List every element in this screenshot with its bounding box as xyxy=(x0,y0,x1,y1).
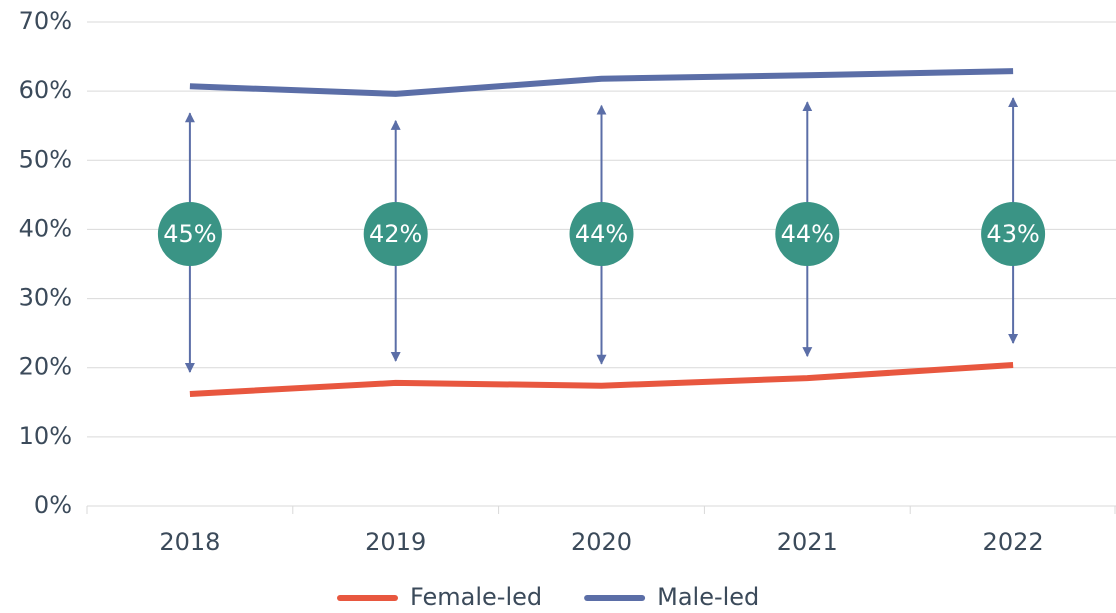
x-tick-label: 2018 xyxy=(159,528,220,556)
gap-label: 42% xyxy=(369,220,422,248)
gap-bubble xyxy=(775,202,840,266)
y-tick-label: 40% xyxy=(19,214,72,242)
gap-bubble xyxy=(157,202,222,266)
x-tick-label: 2019 xyxy=(365,528,426,556)
y-tick-label: 70% xyxy=(19,7,72,35)
gap-bubble xyxy=(569,202,634,266)
line xyxy=(189,68,1014,97)
legend-label: Female-led xyxy=(410,583,542,611)
x-tick-label: 2022 xyxy=(983,528,1044,556)
y-tick-label: 50% xyxy=(19,145,72,173)
y-tick-label: 30% xyxy=(19,284,72,312)
y-tick-label: 60% xyxy=(19,76,72,104)
x-tick-label: 2021 xyxy=(777,528,838,556)
x-tick-label: 2020 xyxy=(571,528,632,556)
gap-label: 44% xyxy=(575,220,628,248)
gap-label: 44% xyxy=(781,220,834,248)
y-tick-label: 0% xyxy=(34,491,72,519)
y-tick-label: 10% xyxy=(19,422,72,450)
y-tick-label: 20% xyxy=(19,353,72,381)
gap-bubble xyxy=(363,202,428,266)
legend-label: Male-led xyxy=(657,583,759,611)
gap-label: 45% xyxy=(163,220,216,248)
line xyxy=(189,361,1014,397)
gap-bubble xyxy=(981,202,1046,266)
gap-label: 43% xyxy=(986,220,1039,248)
